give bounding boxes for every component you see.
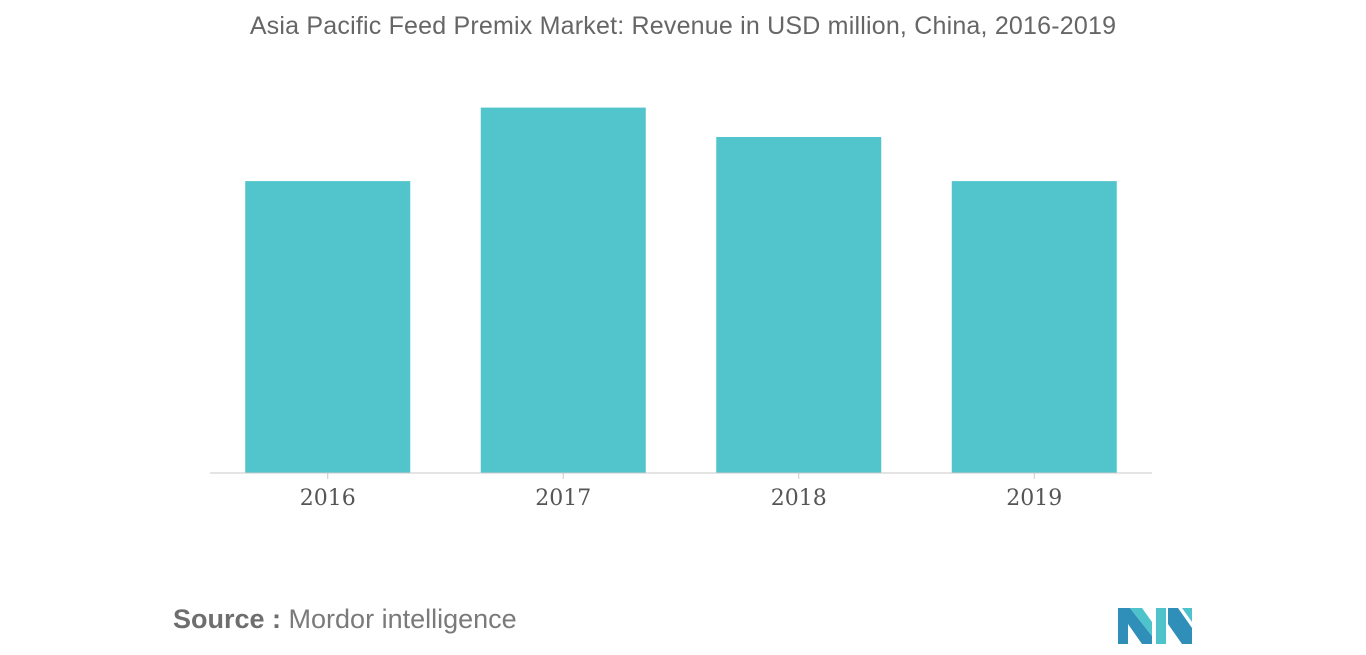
x-tick-label: 2017: [535, 486, 591, 511]
bar-2018: [716, 137, 882, 473]
chart-title: Asia Pacific Feed Premix Market: Revenue…: [249, 12, 1117, 40]
bar-2017: [480, 107, 646, 473]
x-tick-label: 2019: [1006, 486, 1062, 511]
source-label: Source :: [173, 604, 282, 634]
x-tick-label: 2018: [771, 486, 827, 511]
bar-2016: [245, 181, 411, 473]
bar-2019: [951, 181, 1117, 473]
x-tick-label: 2016: [300, 486, 356, 511]
source-note: Source : Mordor intelligence: [173, 604, 517, 635]
source-text: Mordor intelligence: [288, 604, 517, 634]
mordor-intelligence-logo-icon: [1118, 608, 1192, 644]
